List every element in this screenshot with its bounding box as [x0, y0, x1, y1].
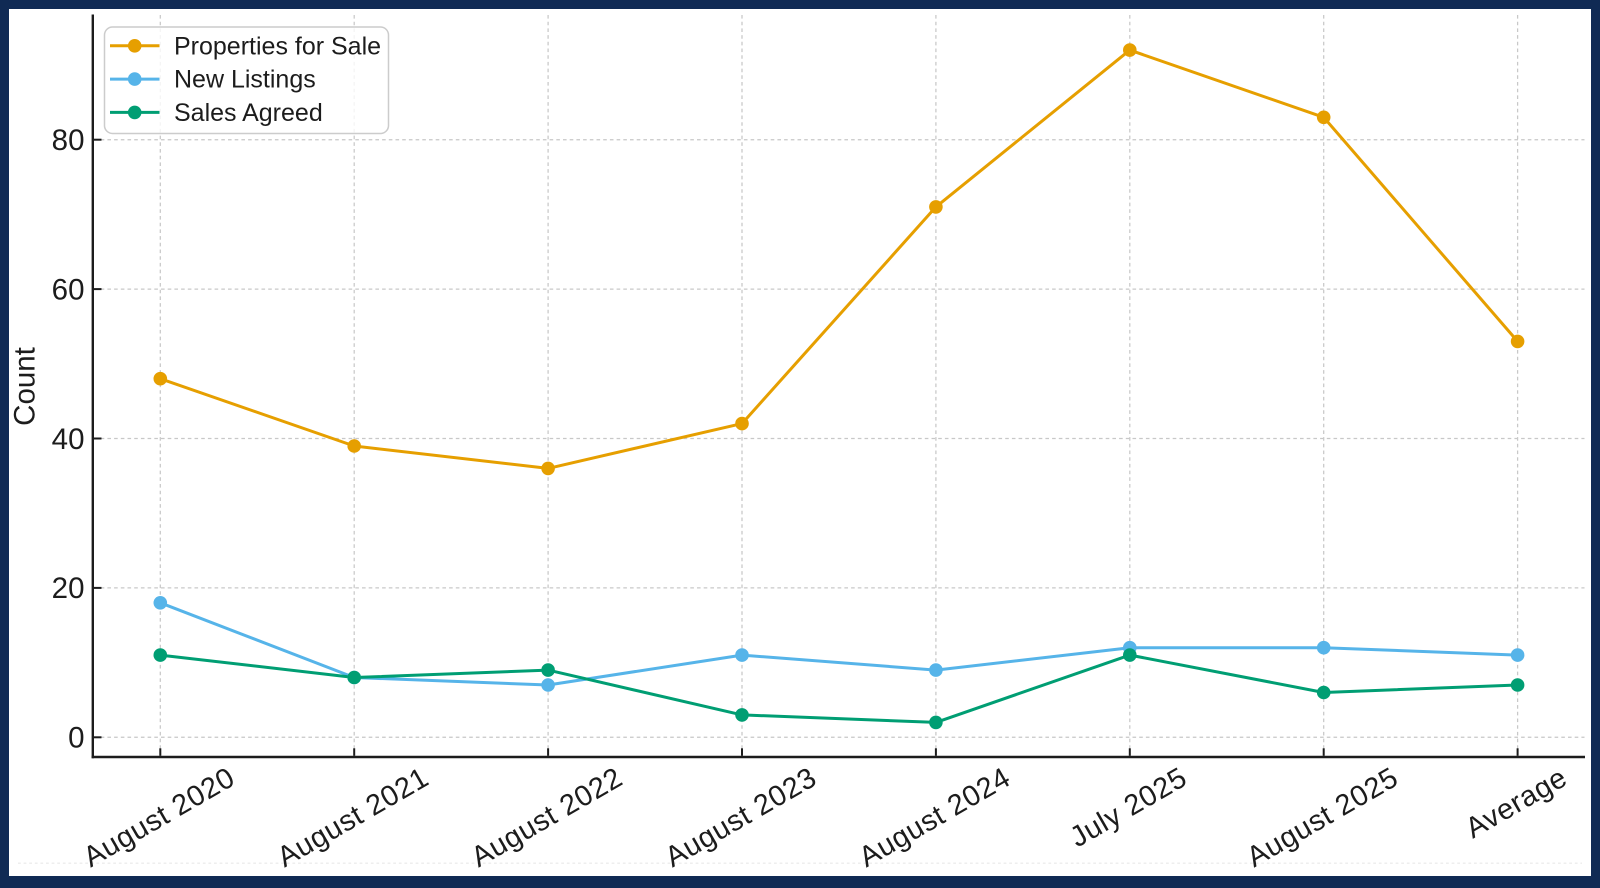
svg-text:Sales Agreed: Sales Agreed [174, 99, 323, 127]
svg-text:0: 0 [68, 722, 84, 755]
svg-text:40: 40 [52, 423, 85, 456]
svg-text:Properties for Sale: Properties for Sale [174, 32, 381, 60]
svg-text:New Listings: New Listings [174, 66, 316, 94]
svg-text:20: 20 [52, 572, 85, 605]
svg-text:Count: Count [9, 347, 42, 426]
svg-text:60: 60 [52, 273, 85, 306]
svg-text:80: 80 [52, 124, 85, 157]
